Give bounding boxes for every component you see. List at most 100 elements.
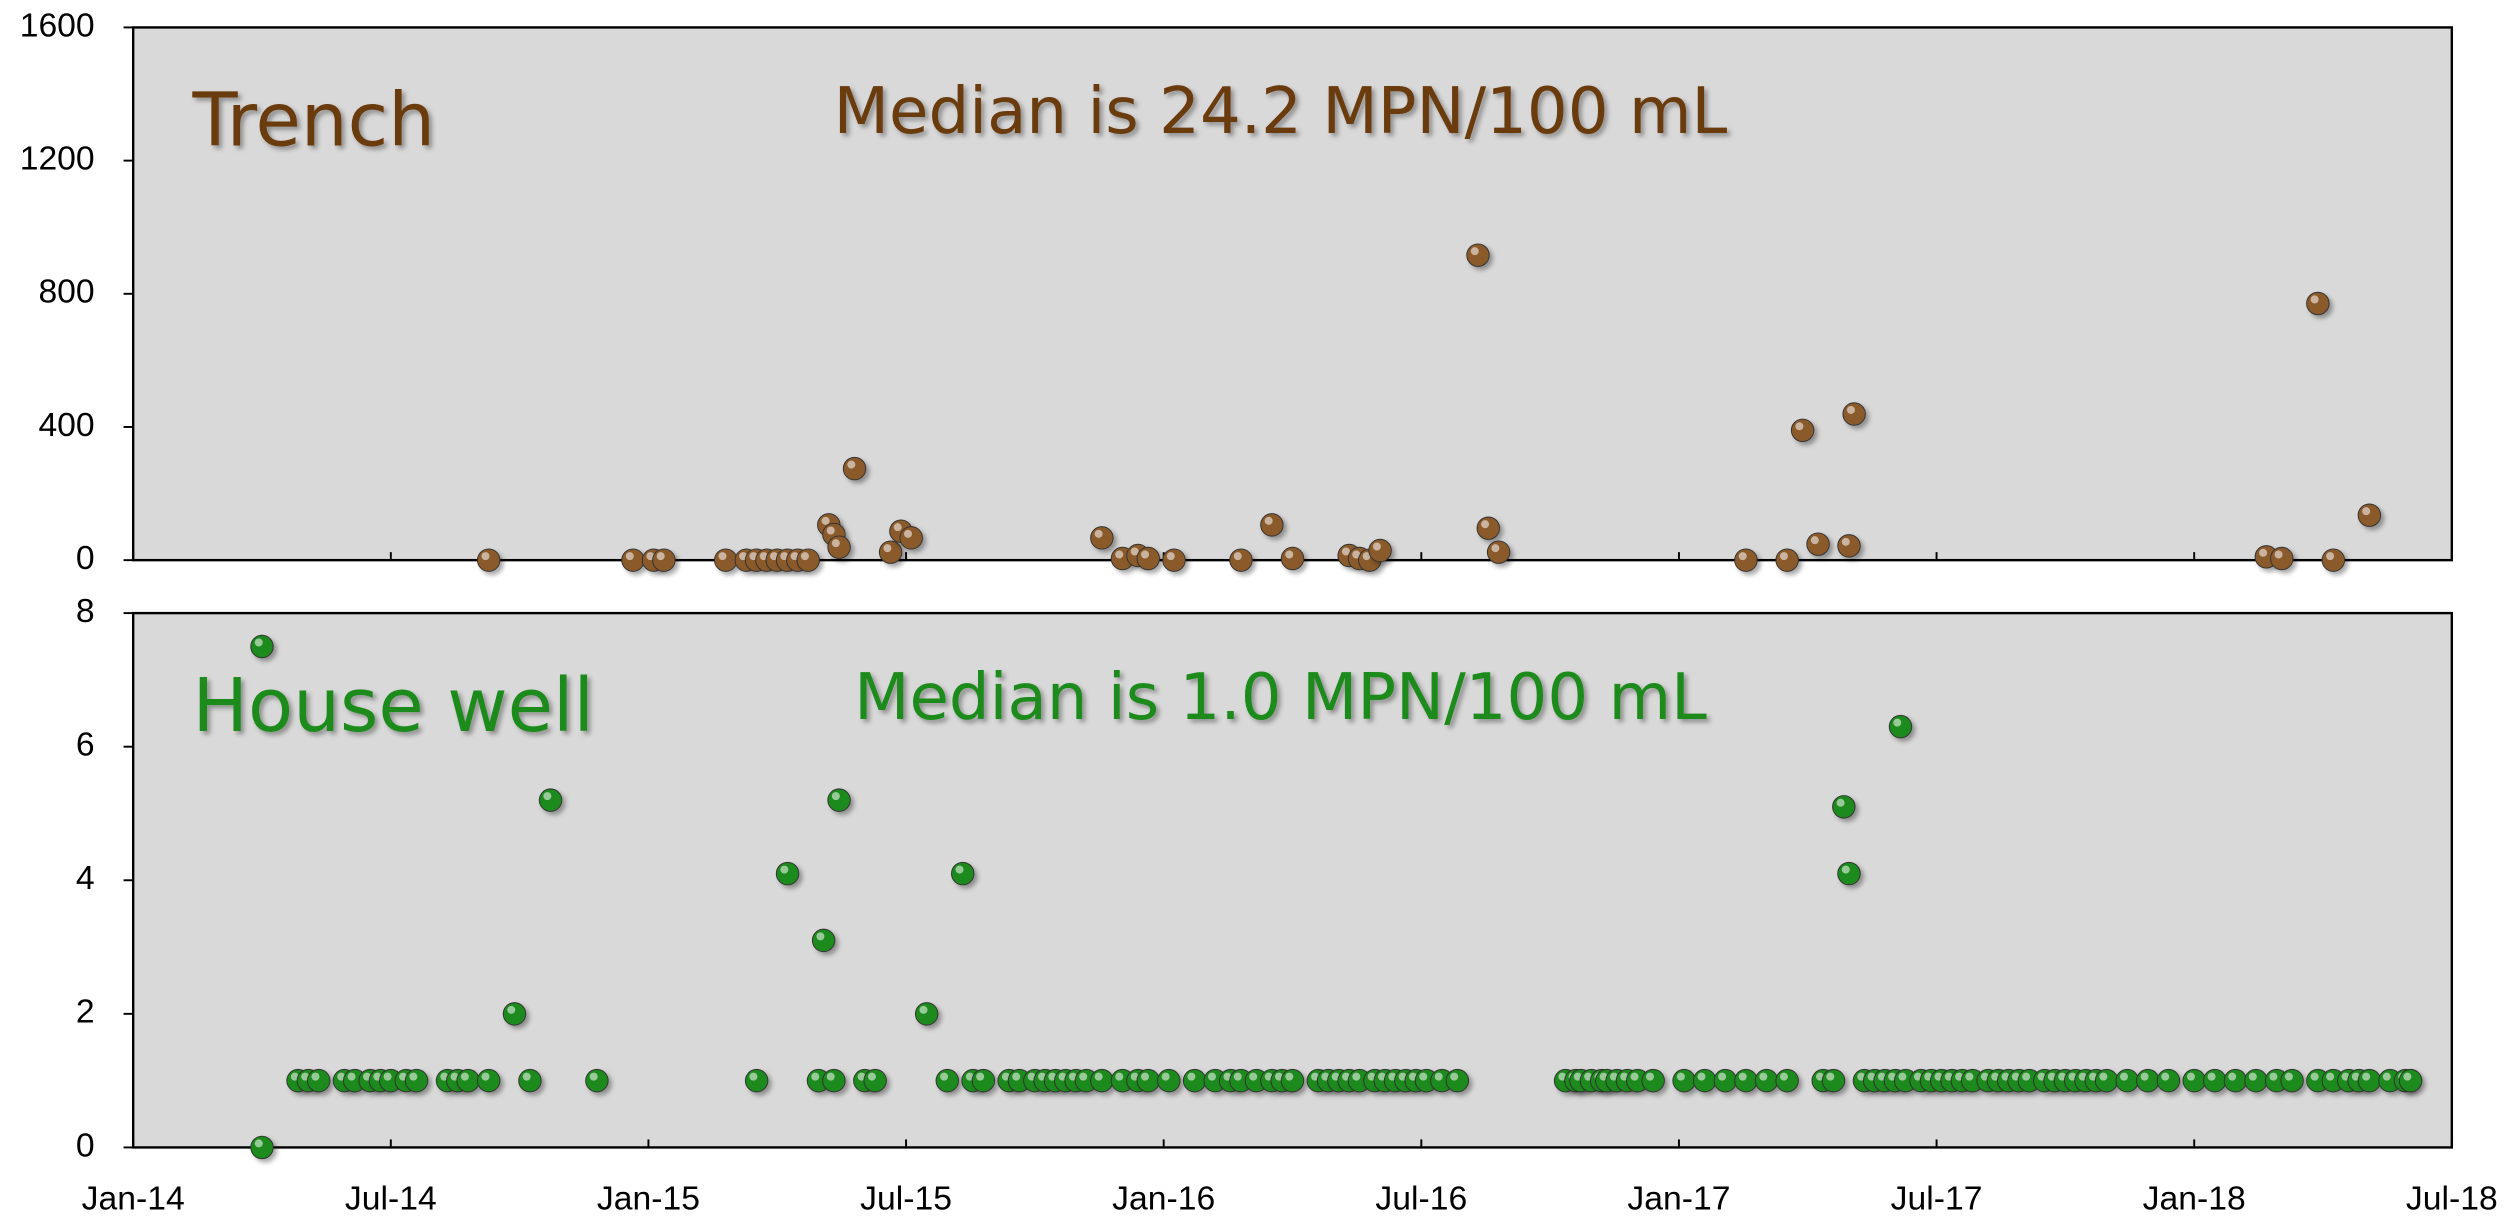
y-tick-label: 1600	[20, 7, 95, 44]
point	[1280, 546, 1305, 571]
plot-area	[131, 26, 2454, 562]
point	[2357, 1068, 2382, 1093]
point-highlight	[1645, 1072, 1654, 1081]
y-tick-label: 4	[76, 860, 95, 897]
panel-title: Trench	[192, 77, 435, 163]
point	[1486, 540, 1511, 564]
point-highlight	[1362, 552, 1371, 561]
point-highlight	[1779, 552, 1788, 561]
point	[518, 1068, 542, 1093]
point-highlight	[1141, 1072, 1150, 1081]
point	[971, 1068, 996, 1093]
point	[1734, 1068, 1758, 1093]
point	[250, 634, 274, 659]
point	[2094, 1068, 2119, 1093]
point	[2280, 1068, 2304, 1093]
point-highlight	[1285, 550, 1294, 559]
point-highlight	[1161, 1072, 1170, 1081]
y-tick-label: 0	[76, 540, 95, 577]
y-tick-label: 800	[38, 274, 94, 311]
point-highlight	[800, 552, 809, 561]
point-highlight	[1141, 550, 1150, 559]
point	[2244, 1068, 2268, 1093]
point-highlight	[811, 1072, 820, 1081]
point-highlight	[1450, 1072, 1459, 1081]
point	[1806, 532, 1830, 556]
point-highlight	[1341, 547, 1350, 556]
point	[2182, 1068, 2206, 1093]
x-tick-label: Jan-17	[1627, 1180, 1730, 1217]
point-highlight	[481, 1072, 490, 1081]
point-highlight	[749, 1072, 758, 1081]
y-tick-label: 2	[76, 994, 95, 1031]
median-annotation: Median is 1.0 MPN/100 mL	[854, 660, 1707, 735]
point-highlight	[2248, 1072, 2257, 1081]
point-highlight	[1012, 1072, 1021, 1081]
point	[1466, 243, 1490, 267]
point-highlight	[2186, 1072, 2195, 1081]
point-highlight	[254, 638, 263, 647]
point	[1775, 548, 1799, 572]
point-highlight	[656, 552, 665, 561]
point	[827, 535, 851, 559]
point-highlight	[1898, 1072, 1907, 1081]
point	[1837, 861, 1861, 886]
point-highlight	[1893, 718, 1902, 727]
y-tick-label: 1200	[20, 141, 95, 178]
point	[842, 456, 867, 481]
point-highlight	[311, 1072, 320, 1081]
point-highlight	[2119, 1072, 2129, 1081]
point-highlight	[1233, 1072, 1242, 1081]
median-annotation: Median is 24.2 MPN/100 mL	[834, 74, 1728, 149]
point	[2136, 1068, 2160, 1093]
point-highlight	[383, 1072, 392, 1081]
point-highlight	[2362, 1072, 2371, 1081]
point-highlight	[1187, 1072, 1196, 1081]
point	[796, 548, 820, 572]
point-highlight	[831, 792, 840, 801]
point-highlight	[826, 526, 835, 535]
point-highlight	[409, 1072, 418, 1081]
point-highlight	[1965, 1072, 1974, 1081]
point	[456, 1068, 480, 1093]
point	[899, 526, 923, 550]
point	[502, 1002, 527, 1026]
point	[652, 548, 676, 572]
point-highlight	[1094, 529, 1103, 538]
point-highlight	[826, 1072, 835, 1081]
point-highlight	[481, 552, 490, 561]
y-tick-label: 400	[38, 407, 94, 444]
point-highlight	[718, 552, 727, 561]
point-highlight	[1697, 1072, 1706, 1081]
point	[775, 861, 800, 886]
point	[878, 540, 903, 564]
point-highlight	[1481, 520, 1490, 529]
point-highlight	[1166, 552, 1175, 561]
point-highlight	[976, 1072, 985, 1081]
point-highlight	[2326, 552, 2335, 561]
point-highlight	[1352, 1072, 1361, 1081]
point	[621, 548, 645, 572]
plot-area	[131, 611, 2454, 1149]
point-highlight	[919, 1005, 928, 1014]
point	[2223, 1068, 2248, 1093]
point	[1136, 1068, 1160, 1093]
point-highlight	[1795, 422, 1804, 431]
point	[2306, 291, 2330, 316]
point-highlight	[1079, 1072, 1088, 1081]
point-highlight	[1130, 547, 1139, 556]
point	[1842, 402, 1866, 426]
point	[1837, 534, 1861, 558]
point-highlight	[780, 865, 789, 874]
point-highlight	[2310, 1072, 2319, 1081]
point-highlight	[1115, 550, 1124, 559]
point-highlight	[2140, 1072, 2149, 1081]
x-tick-label: Jul-14	[345, 1180, 437, 1217]
point	[1260, 513, 1284, 537]
point-highlight	[831, 539, 840, 548]
point	[951, 861, 975, 886]
x-tick-label: Jan-14	[82, 1180, 185, 1217]
point-highlight	[1826, 1072, 1835, 1081]
point	[1754, 1068, 1779, 1093]
